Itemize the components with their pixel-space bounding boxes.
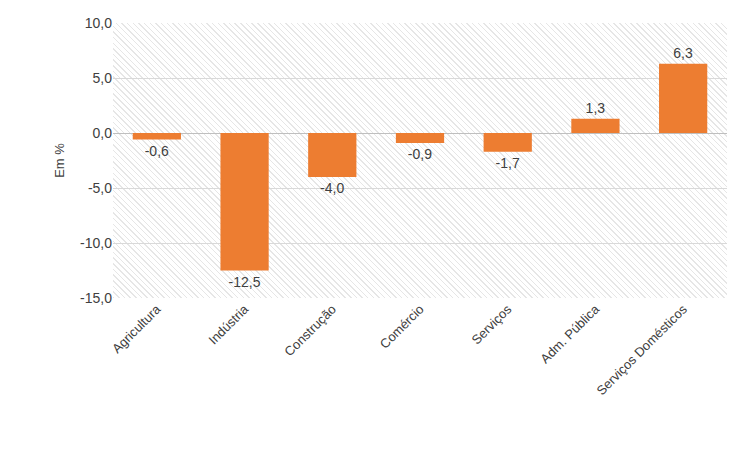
svg-text:-1,7: -1,7 xyxy=(496,155,520,171)
svg-text:-12,5: -12,5 xyxy=(229,274,261,290)
svg-text:-0,9: -0,9 xyxy=(408,146,432,162)
svg-text:-15,0: -15,0 xyxy=(80,290,112,306)
svg-text:-5,0: -5,0 xyxy=(88,180,112,196)
svg-text:6,3: 6,3 xyxy=(673,45,693,61)
svg-text:-4,0: -4,0 xyxy=(320,180,344,196)
svg-text:-10,0: -10,0 xyxy=(80,235,112,251)
svg-text:Construção: Construção xyxy=(281,302,339,360)
svg-text:-0,6: -0,6 xyxy=(145,143,169,159)
svg-text:Serviços: Serviços xyxy=(469,301,515,347)
svg-text:1,3: 1,3 xyxy=(586,100,606,116)
svg-text:0,0: 0,0 xyxy=(93,125,113,141)
svg-text:Em %: Em % xyxy=(52,143,67,178)
svg-text:Adm. Pública: Adm. Pública xyxy=(537,301,602,366)
svg-text:Comércio: Comércio xyxy=(377,302,427,352)
svg-text:Indústria: Indústria xyxy=(205,301,251,347)
svg-text:5,0: 5,0 xyxy=(93,70,113,86)
svg-text:Serviços Domésticos: Serviços Domésticos xyxy=(593,301,690,398)
svg-text:Agricultura: Agricultura xyxy=(109,301,164,356)
svg-text:10,0: 10,0 xyxy=(85,15,112,31)
